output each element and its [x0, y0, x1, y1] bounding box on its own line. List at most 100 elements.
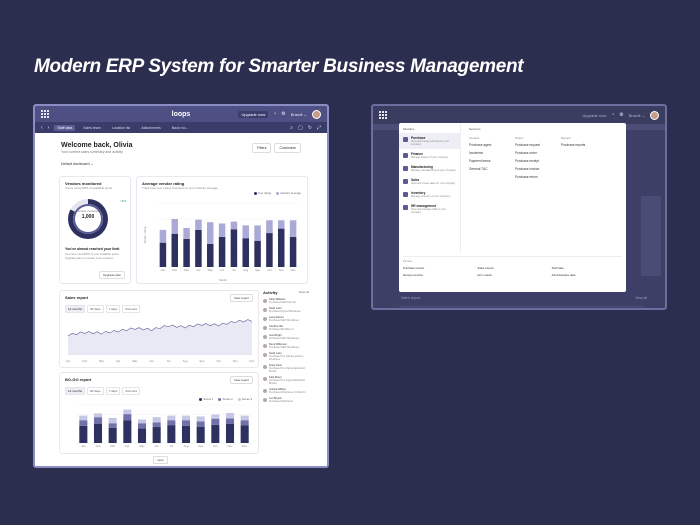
- module-icon: [403, 192, 408, 197]
- bar-1: [266, 233, 273, 267]
- bar-3: [137, 419, 147, 424]
- avatar[interactable]: [650, 110, 659, 120]
- avatar: [263, 326, 267, 330]
- sales-tab-7-days[interactable]: 7 days: [105, 305, 121, 313]
- legend-series-1: Series 1: [199, 397, 213, 401]
- dashboard-content: Welcome back, Olivia Your current sales …: [35, 133, 327, 166]
- pinned-item[interactable]: Item master: [477, 273, 493, 277]
- bo-tab-7-days[interactable]: 7 days: [105, 387, 121, 395]
- apps-grid-icon-active[interactable]: [379, 111, 387, 119]
- forward-arrow-icon[interactable]: ›: [47, 124, 50, 131]
- module-item-hr-management[interactable]: HR management View and manage staffs of y…: [399, 201, 460, 217]
- x-tick-label: Jan: [66, 359, 71, 363]
- bell-icon[interactable]: ◔: [273, 111, 277, 117]
- x-tick-label: Sep: [255, 268, 260, 272]
- menu-link[interactable]: Purchase return: [515, 175, 538, 179]
- settings-icon[interactable]: ⚙: [281, 111, 286, 117]
- activity-item[interactable]: Katie Williams Purchased Watchlists 3D: [263, 298, 309, 304]
- tab-sales-team[interactable]: Sales team: [83, 125, 101, 130]
- tab-back-room[interactable]: Back roo...: [171, 125, 189, 130]
- menu-link[interactable]: Purchase invoice: [515, 167, 540, 171]
- activity-item[interactable]: Joshua Wilson Purchased Wireframes UI Web…: [263, 388, 309, 394]
- upgrade-plan-button[interactable]: Upgrade plan: [98, 271, 125, 279]
- activity-item[interactable]: Noah Lane Purchased The ultimate guide to…: [263, 352, 309, 361]
- sales-tab-30-days[interactable]: 30 days: [87, 305, 104, 313]
- bar-1: [167, 425, 176, 443]
- user-menu[interactable]: Brandt ⌄: [628, 112, 645, 118]
- module-item-manufacturing[interactable]: Manufacturing Manage manufacturing of you…: [399, 162, 460, 175]
- activity-item[interactable]: Ava Wright Purchased SEO Wireframes: [263, 334, 309, 340]
- menu-link[interactable]: General T&C: [469, 167, 488, 171]
- module-item-purchase[interactable]: Purchase View and create purchase for you…: [399, 133, 460, 149]
- bar-1: [152, 427, 161, 443]
- search-icon[interactable]: ⌕: [290, 124, 294, 131]
- bar-3: [181, 415, 191, 421]
- menu-link[interactable]: Purchase reports: [561, 143, 586, 147]
- bo-tab-12-months[interactable]: 12 months: [65, 387, 86, 395]
- lock-icon[interactable]: ▢: [298, 124, 303, 131]
- pinned-item[interactable]: Sales invoice: [477, 266, 494, 270]
- user-menu[interactable]: Brandt ⌄: [290, 111, 307, 117]
- x-tick-label: Sep: [199, 359, 204, 363]
- menu-link[interactable]: Purchase order: [515, 151, 537, 155]
- bar-2: [254, 225, 261, 241]
- filters-button[interactable]: Filters: [251, 143, 272, 153]
- page-title: Welcome back, Olivia: [61, 142, 133, 149]
- module-icon: [403, 153, 408, 158]
- app-logo[interactable]: loops: [171, 110, 191, 118]
- activity-item[interactable]: Demi Wilkinson Purchased SEO Wireframes: [263, 343, 309, 349]
- activity-item[interactable]: Kate Mayo Purchased The Figma Dashboard B…: [263, 376, 309, 385]
- sales-report-card: Sales report View report 12 months 30 da…: [59, 290, 259, 368]
- pinned-section: Pinned Purchase invoice Sales invoice Staf…: [403, 256, 622, 277]
- menu-link[interactable]: Payment terms: [469, 159, 491, 163]
- bo-tab-24-hours[interactable]: 24 hours: [122, 387, 141, 395]
- activity-item[interactable]: Candice Wu Purchased Mindflow UI: [263, 325, 309, 331]
- menu-link[interactable]: Purchase request: [515, 143, 540, 147]
- avatar[interactable]: [312, 109, 321, 119]
- activity-item[interactable]: Noah Lane Purchased Figma Wireframes: [263, 307, 309, 313]
- x-tick-label: Jun: [154, 444, 159, 448]
- activity-item[interactable]: Drew Cano Purchased The Figma Dashboard B…: [263, 364, 309, 373]
- settings-icon[interactable]: ⚙: [619, 112, 624, 118]
- menu-link[interactable]: Incoterms: [469, 151, 483, 155]
- x-tick-label: Jul: [167, 359, 171, 363]
- pinned-item[interactable]: Purchase invoice: [403, 266, 425, 270]
- apps-grid-icon[interactable]: [41, 110, 49, 118]
- sales-tab-24-hours[interactable]: 24 hours: [122, 305, 141, 313]
- pinned-item[interactable]: Administrative data: [551, 273, 576, 277]
- activity-item[interactable]: Lana Steiner Purchased SEO Wireframes: [263, 316, 309, 322]
- module-item-inventory[interactable]: Inventory Manage inventory of your compan…: [399, 188, 460, 201]
- module-item-sales[interactable]: Sales View and create sales for your comp…: [399, 175, 460, 188]
- tab-attachments[interactable]: Attachments: [141, 125, 161, 130]
- load-more-button[interactable]: more: [153, 456, 168, 464]
- menu-link[interactable]: Purchase receipt: [515, 159, 539, 163]
- bo-tab-30-days[interactable]: 30 days: [87, 387, 104, 395]
- bell-icon[interactable]: ◔: [611, 112, 615, 118]
- sales-area: [68, 319, 252, 355]
- activity-view-all[interactable]: View all: [298, 290, 309, 294]
- bo-go-view-report-button[interactable]: View report: [229, 376, 253, 384]
- menu-upgrade-label[interactable]: Upgrade now: [582, 112, 607, 118]
- pinned-item[interactable]: Staff data: [551, 266, 564, 270]
- pinned-item[interactable]: Receipt voucher: [403, 273, 424, 277]
- tab-location-list[interactable]: Location list: [111, 125, 131, 130]
- upgrade-button[interactable]: Upgrade now: [238, 110, 269, 118]
- activity-desc: Purchased SEO Wireframes: [269, 319, 300, 322]
- bar-2: [225, 418, 235, 424]
- x-tick-label: Nov: [228, 444, 234, 448]
- activity-item[interactable]: Lori Bryson Purchased Wireframes: [263, 397, 309, 403]
- delta-badge: ↑ 8%: [119, 199, 126, 203]
- module-desc: Manage finance of your company: [411, 156, 448, 159]
- tab-staff-data[interactable]: Staff data: [54, 124, 76, 131]
- customize-button[interactable]: Customize: [274, 143, 301, 153]
- refresh-icon[interactable]: ↻: [307, 124, 312, 131]
- dashboard-dropdown[interactable]: Default dashboard ⌄: [61, 162, 94, 166]
- module-icon: [403, 166, 408, 171]
- sales-view-report-button[interactable]: View report: [229, 294, 253, 302]
- menu-link[interactable]: Purchase agent: [469, 143, 492, 147]
- back-arrow-icon[interactable]: ‹: [41, 124, 43, 131]
- module-item-finance[interactable]: Finance Manage finance of your company: [399, 149, 460, 162]
- sales-tab-12-months[interactable]: 12 months: [65, 305, 86, 313]
- bar-2: [289, 220, 297, 237]
- expand-icon[interactable]: ⤢: [316, 124, 321, 131]
